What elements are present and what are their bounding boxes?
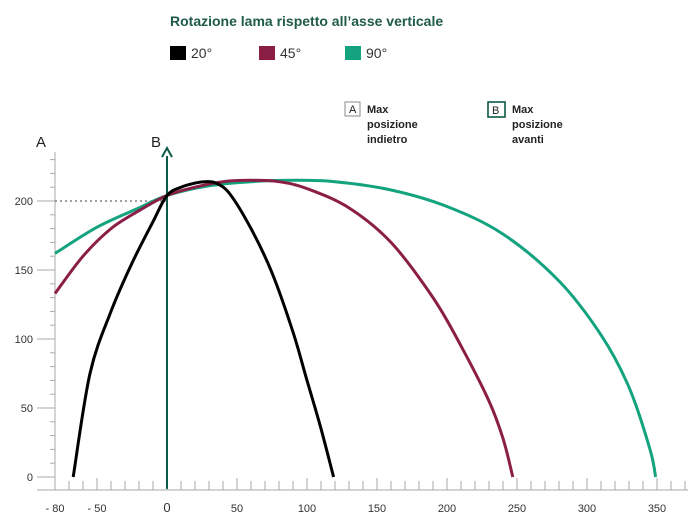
x-tick-label: 200	[438, 503, 456, 515]
legend-swatch-90	[345, 46, 361, 60]
x-tick-label: 350	[648, 503, 666, 515]
series-line-20	[71, 180, 336, 478]
note-b-letter: B	[492, 105, 499, 117]
reference-line-b-arrowhead	[161, 145, 173, 158]
legend-swatch-20	[170, 46, 186, 60]
series-layer	[53, 178, 658, 478]
x-tick-label: 0	[163, 500, 170, 515]
vertical-line-letter: B	[151, 134, 161, 151]
note-a-box	[344, 101, 361, 117]
note-b-line-2: posizione	[512, 119, 563, 131]
legend-label-20: 20°	[191, 45, 212, 61]
note-b: B Max posizione avanti	[487, 101, 563, 146]
legend-label-45: 45°	[280, 45, 301, 61]
chart-title: Rotazione lama rispetto all’asse vertica…	[170, 13, 443, 29]
y-tick-label: 50	[21, 403, 33, 415]
x-tick-label: - 80	[46, 503, 65, 515]
series-line-90	[54, 178, 658, 478]
note-b-line-3: avanti	[512, 134, 544, 146]
reference-lines	[55, 145, 173, 489]
legend-swatch-45	[259, 46, 275, 60]
x-tick-label: 150	[368, 503, 386, 515]
x-tick-label: 100	[298, 503, 316, 515]
x-tick-label: 300	[578, 503, 596, 515]
legend-label-90: 90°	[366, 45, 387, 61]
x-minor-ticks	[54, 478, 686, 490]
note-b-line-1: Max	[512, 104, 534, 116]
y-tick-label: 0	[27, 472, 33, 484]
series-line-45	[53, 178, 515, 478]
note-a-line-1: Max	[367, 104, 389, 116]
note-a-letter: A	[349, 104, 357, 116]
x-tick-labels: - 80 - 50 0 50 100 150 200 250 300 350	[46, 500, 667, 515]
note-a-line-2: posizione	[367, 119, 418, 131]
y-minor-ticks	[37, 159, 55, 478]
y-tick-label: 100	[15, 334, 33, 346]
y-tick-label: 200	[15, 196, 33, 208]
note-a: A Max posizione indietro	[344, 101, 418, 146]
x-tick-label: 50	[231, 503, 243, 515]
x-tick-label: 250	[508, 503, 526, 515]
y-tick-labels: 0 50 100 150 200	[15, 196, 33, 484]
x-tick-label: - 50	[88, 503, 107, 515]
y-tick-label: 150	[15, 265, 33, 277]
note-a-line-3: indietro	[367, 134, 408, 146]
y-axis-letter: A	[36, 134, 46, 151]
legend: 20° 45° 90°	[170, 45, 387, 61]
note-b-box	[487, 101, 506, 118]
